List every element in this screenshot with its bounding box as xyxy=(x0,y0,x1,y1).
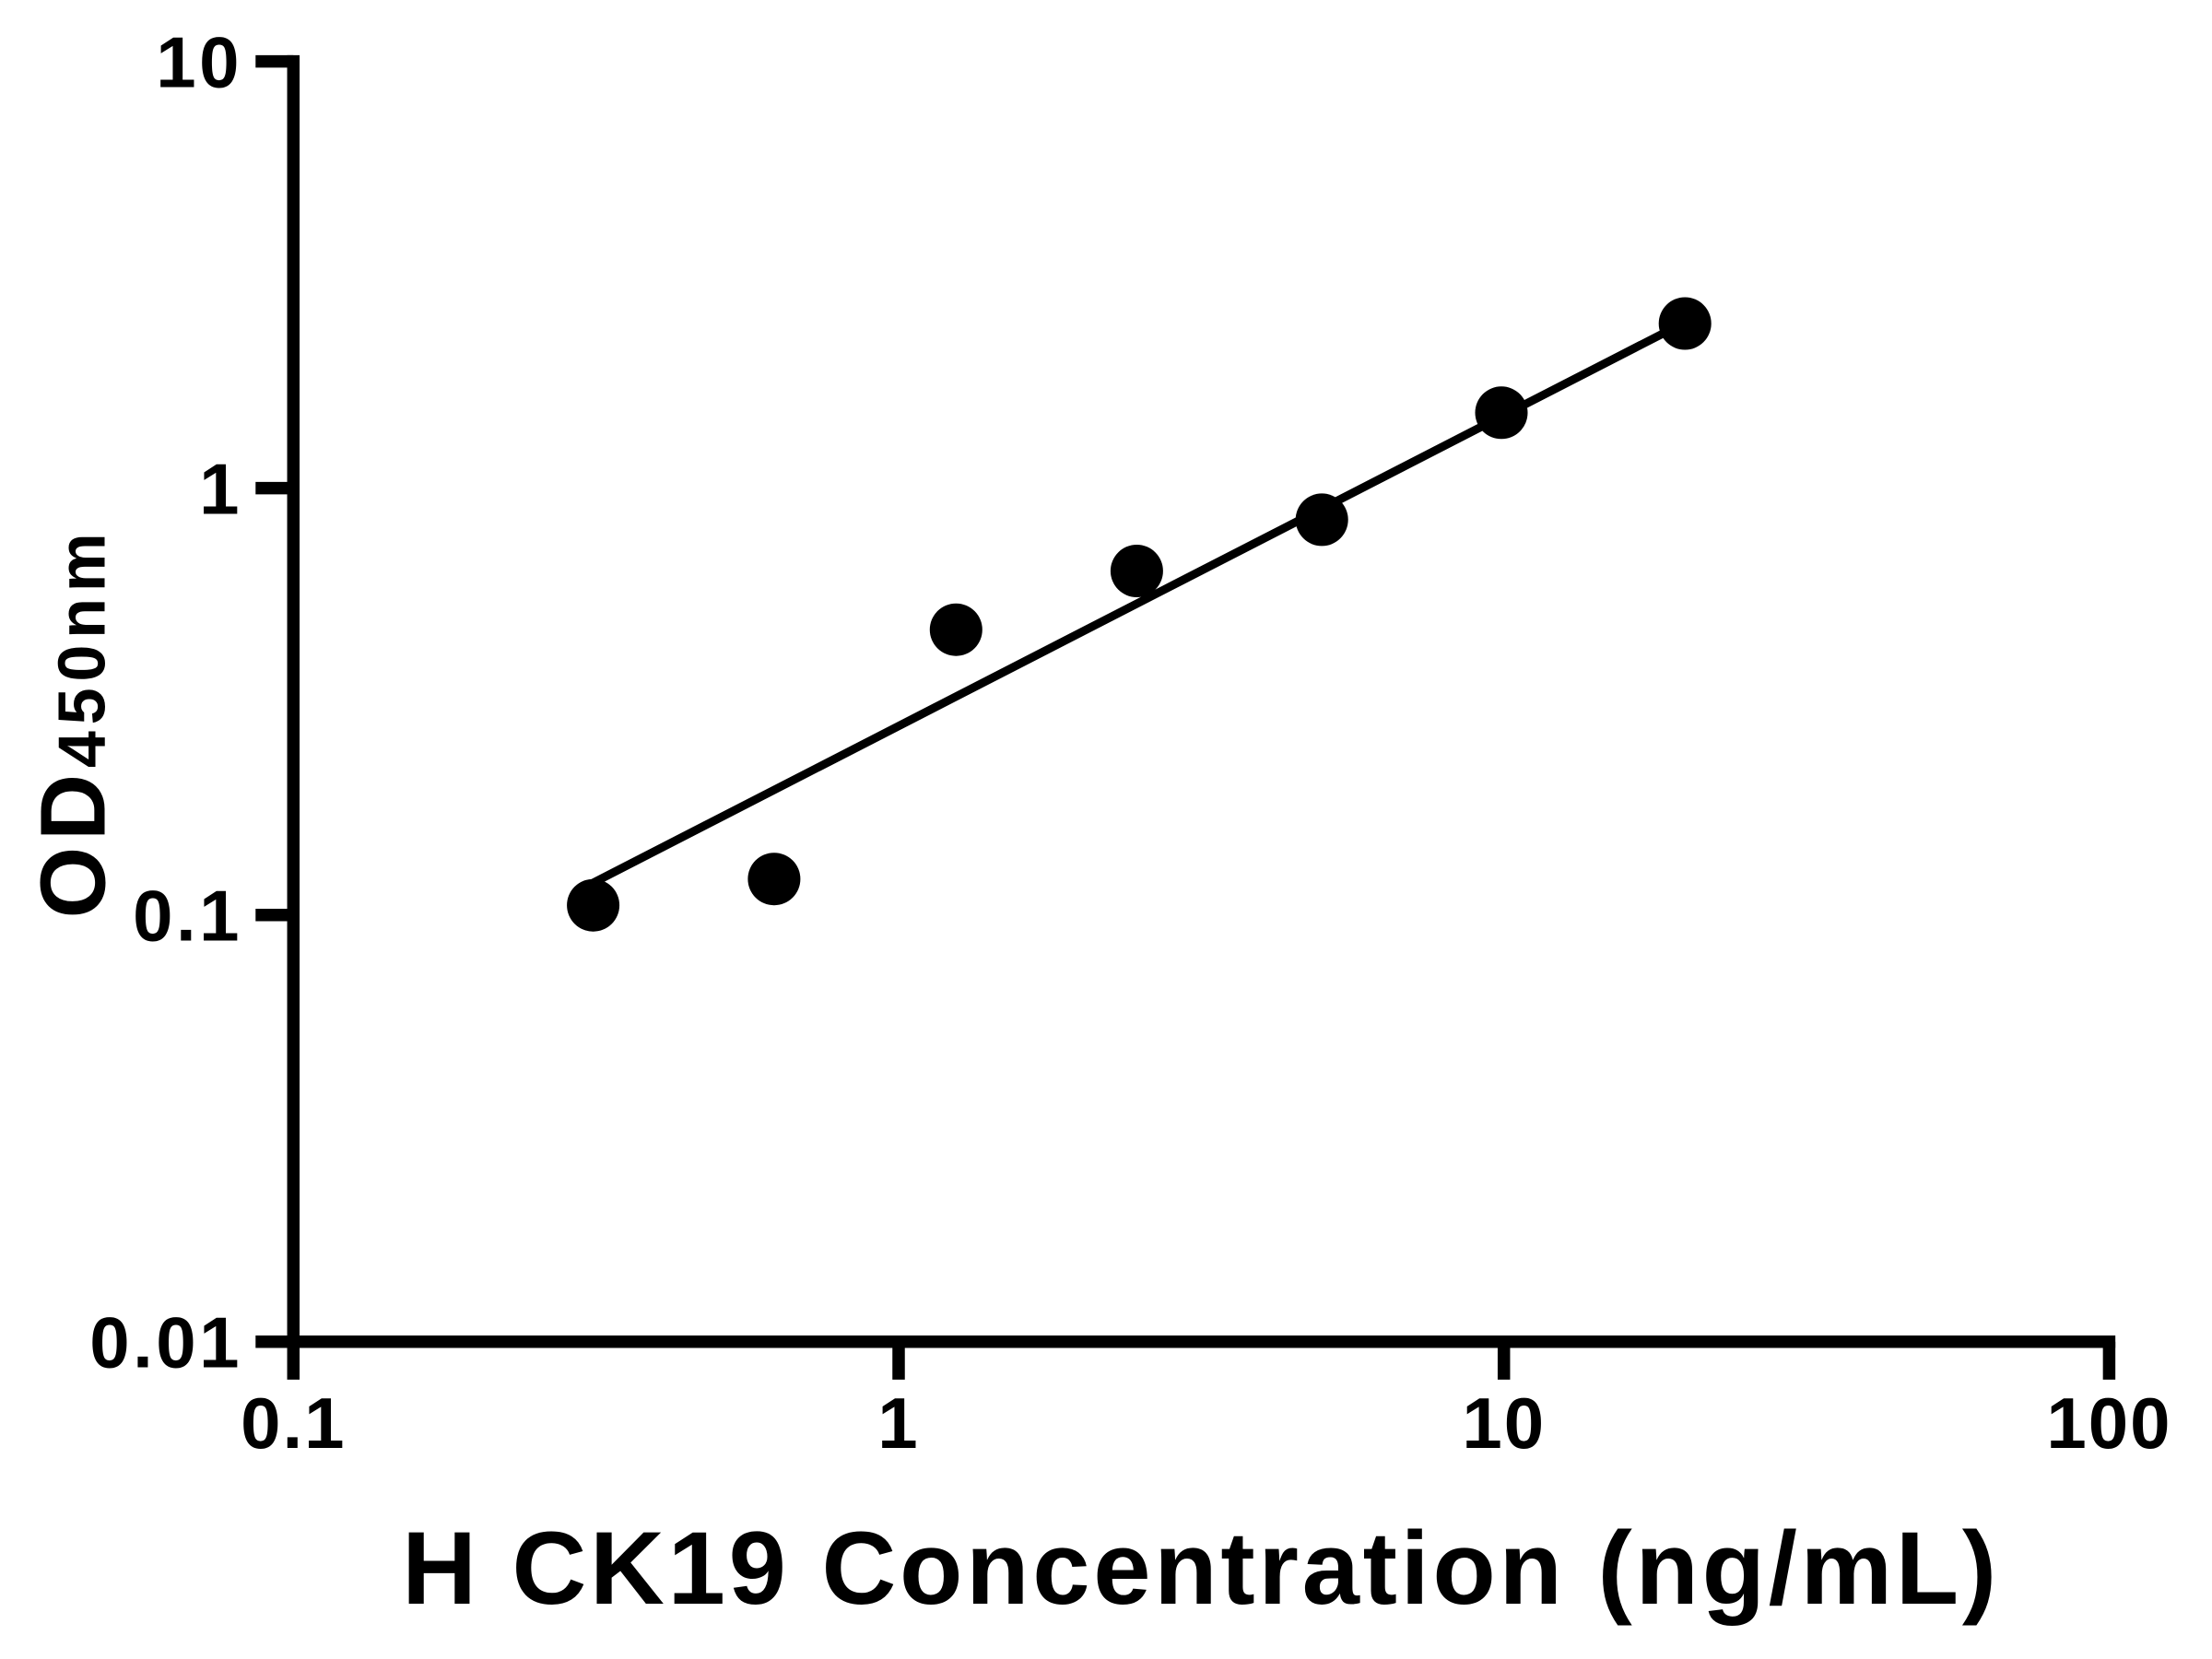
svg-text:1: 1 xyxy=(199,449,242,530)
svg-text:H CK19 Concentration (ng/mL): H CK19 Concentration (ng/mL) xyxy=(402,1511,2000,1626)
svg-text:100: 100 xyxy=(2046,1382,2171,1464)
svg-text:0.01: 0.01 xyxy=(89,1302,242,1383)
svg-text:1: 1 xyxy=(877,1382,919,1464)
svg-text:0.1: 0.1 xyxy=(133,876,242,957)
svg-text:0.1: 0.1 xyxy=(241,1382,346,1464)
svg-text:10: 10 xyxy=(1462,1382,1546,1464)
svg-text:10: 10 xyxy=(156,22,242,103)
